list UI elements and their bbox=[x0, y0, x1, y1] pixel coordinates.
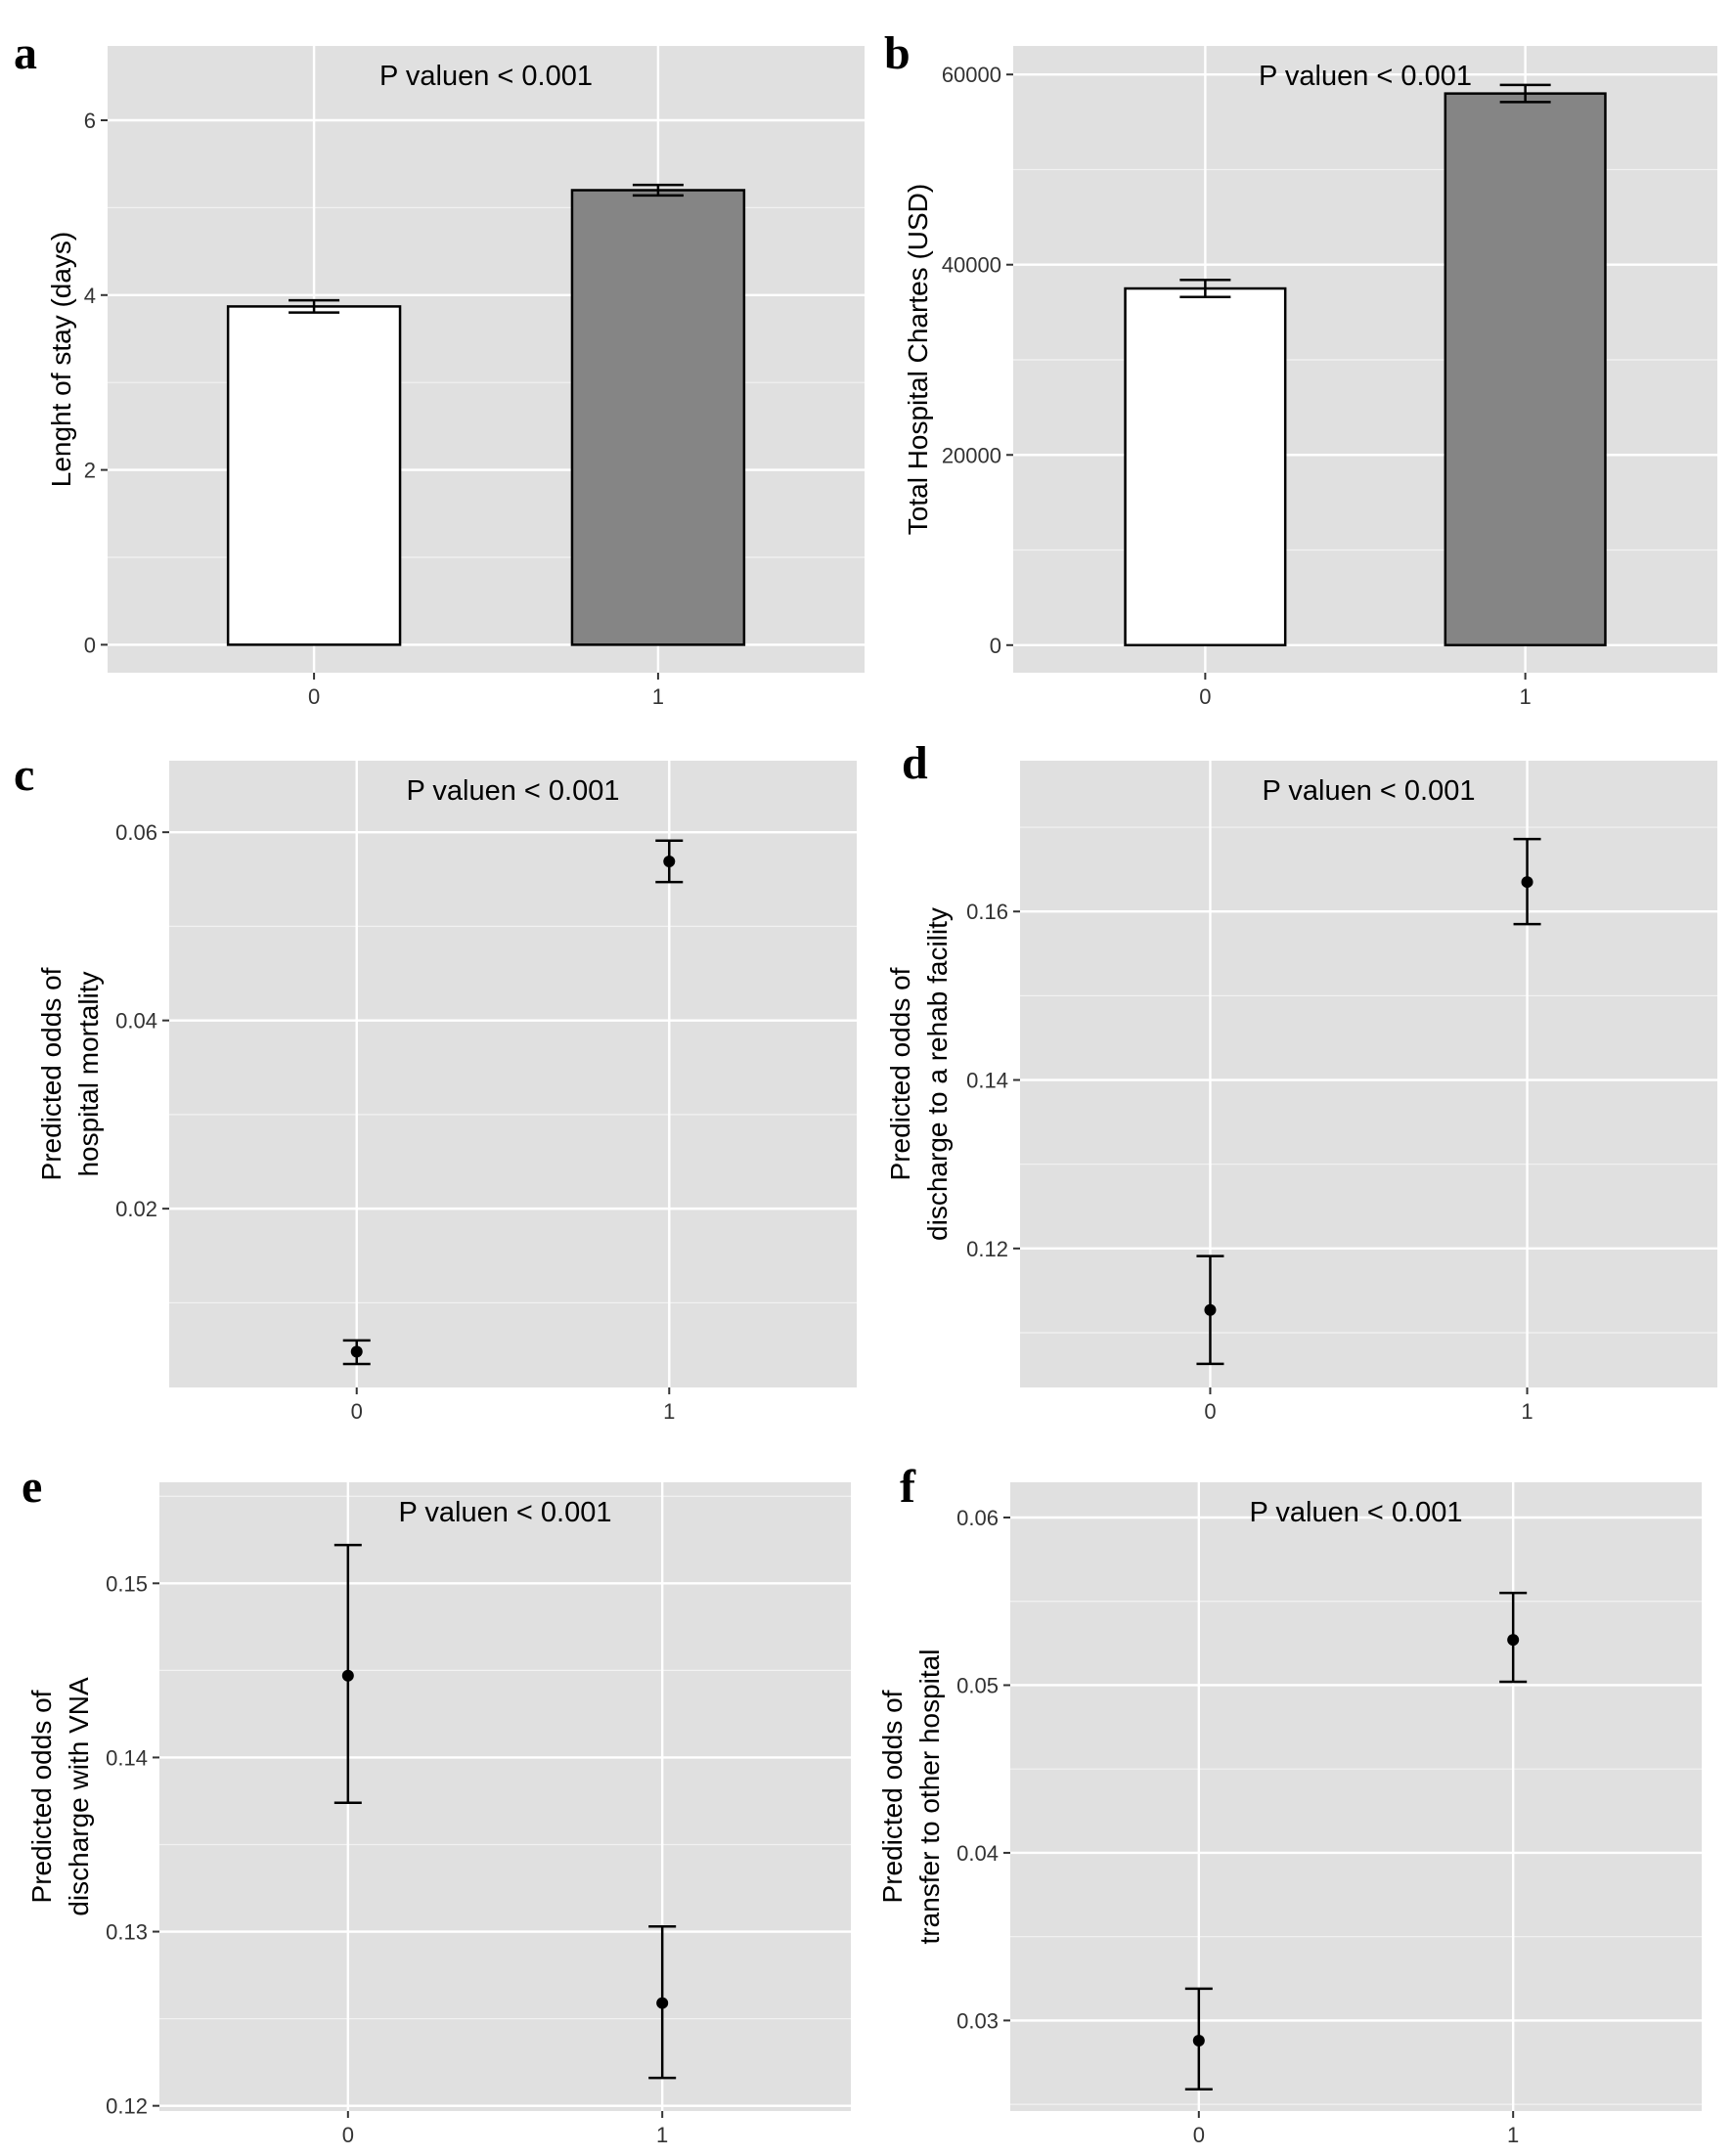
y-axis-title: discharge to a rehab facility bbox=[922, 907, 953, 1241]
x-tick-label: 1 bbox=[656, 2123, 668, 2147]
panel-letter: f bbox=[900, 1461, 916, 1513]
plot-background bbox=[169, 761, 857, 1387]
y-tick-label: 0.06 bbox=[115, 820, 157, 845]
y-tick-label: 40000 bbox=[942, 253, 1001, 278]
y-tick-label: 0.06 bbox=[956, 1506, 999, 1530]
y-tick-label: 0.04 bbox=[115, 1009, 157, 1034]
y-tick-label: 0.13 bbox=[106, 1920, 148, 1945]
p-value-annotation: P valuen < 0.001 bbox=[1250, 1497, 1463, 1528]
point-1 bbox=[663, 855, 676, 867]
plot-background bbox=[1020, 761, 1717, 1387]
panel-f: 0 1 0.03 0.04 0.05 0.06 P valuen < 0.001 f Predi… bbox=[877, 1461, 1702, 2147]
panel-letter: c bbox=[14, 749, 34, 801]
y-axis-title: Lenght of stay (days) bbox=[46, 232, 76, 487]
p-value-annotation: P valuen < 0.001 bbox=[1263, 775, 1476, 807]
bar-0 bbox=[226, 305, 402, 646]
x-tick-label: 1 bbox=[663, 1399, 675, 1424]
plot-background bbox=[1010, 1482, 1702, 2111]
x-tick-label: 0 bbox=[342, 2123, 354, 2147]
y-tick-label: 0 bbox=[990, 634, 1001, 658]
x-tick-label: 0 bbox=[308, 684, 320, 709]
y-axis-title: Predicted odds of bbox=[885, 967, 915, 1180]
y-axis-title: Predicted odds of bbox=[36, 967, 67, 1180]
y-tick-label: 0.15 bbox=[106, 1571, 148, 1596]
panel-letter: b bbox=[884, 27, 911, 79]
panel-letter: d bbox=[902, 737, 928, 789]
y-tick-label: 0 bbox=[84, 633, 96, 657]
p-value-annotation: P valuen < 0.001 bbox=[379, 61, 593, 92]
y-tick-label: 0.14 bbox=[106, 1745, 148, 1770]
bar-1 bbox=[570, 189, 746, 646]
y-axis-title: Predicted odds of bbox=[877, 1690, 908, 1903]
p-value-annotation: P valuen < 0.001 bbox=[399, 1497, 612, 1528]
x-tick-label: 1 bbox=[652, 684, 664, 709]
plot-background bbox=[159, 1482, 851, 2111]
panel-c: 0 1 0.02 0.04 0.06 P valuen < 0.001 c Predicted… bbox=[14, 749, 857, 1424]
panel-e: 0 1 0.12 0.13 0.14 0.15 P valuen < 0.001 e Predi… bbox=[22, 1461, 851, 2147]
panel-letter: a bbox=[14, 27, 37, 79]
y-tick-label: 0.02 bbox=[115, 1197, 157, 1221]
y-tick-label: 0.12 bbox=[106, 2094, 148, 2119]
plot-background bbox=[108, 46, 865, 673]
y-axis-title: Predicted odds of bbox=[26, 1690, 57, 1903]
x-tick-label: 0 bbox=[351, 1399, 363, 1424]
y-tick-label: 60000 bbox=[942, 63, 1001, 87]
panel-d: 0 1 0.12 0.14 0.16 P valuen < 0.001 d Predicted… bbox=[885, 737, 1717, 1424]
x-tick-label: 1 bbox=[1507, 2123, 1519, 2147]
p-value-annotation: P valuen < 0.001 bbox=[1259, 61, 1472, 92]
y-tick-label: 2 bbox=[84, 459, 96, 483]
point-0 bbox=[341, 1669, 354, 1682]
point-1 bbox=[1507, 1634, 1520, 1647]
y-tick-label: 0.12 bbox=[966, 1237, 1008, 1261]
bar-0 bbox=[1124, 286, 1287, 647]
y-tick-label: 0.04 bbox=[956, 1841, 999, 1866]
point-0 bbox=[1192, 2034, 1205, 2046]
bar-1 bbox=[1444, 92, 1607, 647]
panel-a: 0 1 0 2 4 6 P valuen < 0.001 a Lenght of stay (d… bbox=[14, 27, 865, 709]
y-axis-title: transfer to other hospital bbox=[914, 1650, 945, 1945]
y-tick-label: 20000 bbox=[942, 443, 1001, 467]
p-value-annotation: P valuen < 0.001 bbox=[407, 775, 620, 807]
x-tick-label: 0 bbox=[1204, 1399, 1216, 1424]
y-tick-label: 6 bbox=[84, 109, 96, 133]
y-axis-title: hospital mortality bbox=[73, 971, 104, 1176]
y-tick-label: 0.14 bbox=[966, 1069, 1008, 1093]
x-tick-label: 0 bbox=[1199, 684, 1211, 709]
y-tick-label: 0.05 bbox=[956, 1673, 999, 1697]
point-1 bbox=[656, 1997, 669, 2009]
y-tick-label: 0.16 bbox=[966, 900, 1008, 924]
point-0 bbox=[1204, 1303, 1217, 1316]
x-tick-label: 1 bbox=[1520, 684, 1532, 709]
y-tick-label: 4 bbox=[84, 284, 96, 308]
y-axis-title: discharge with VNA bbox=[64, 1677, 94, 1916]
point-0 bbox=[350, 1345, 363, 1358]
point-1 bbox=[1521, 876, 1533, 889]
x-tick-label: 0 bbox=[1193, 2123, 1205, 2147]
x-tick-label: 1 bbox=[1521, 1399, 1533, 1424]
panel-letter: e bbox=[22, 1461, 42, 1513]
y-tick-label: 0.03 bbox=[956, 2008, 999, 2033]
panel-b: 0 1 0 20000 40000 60000 P valuen < 0.001 b Total… bbox=[884, 27, 1717, 709]
y-axis-title: Total Hospital Chartes (USD) bbox=[903, 184, 933, 535]
